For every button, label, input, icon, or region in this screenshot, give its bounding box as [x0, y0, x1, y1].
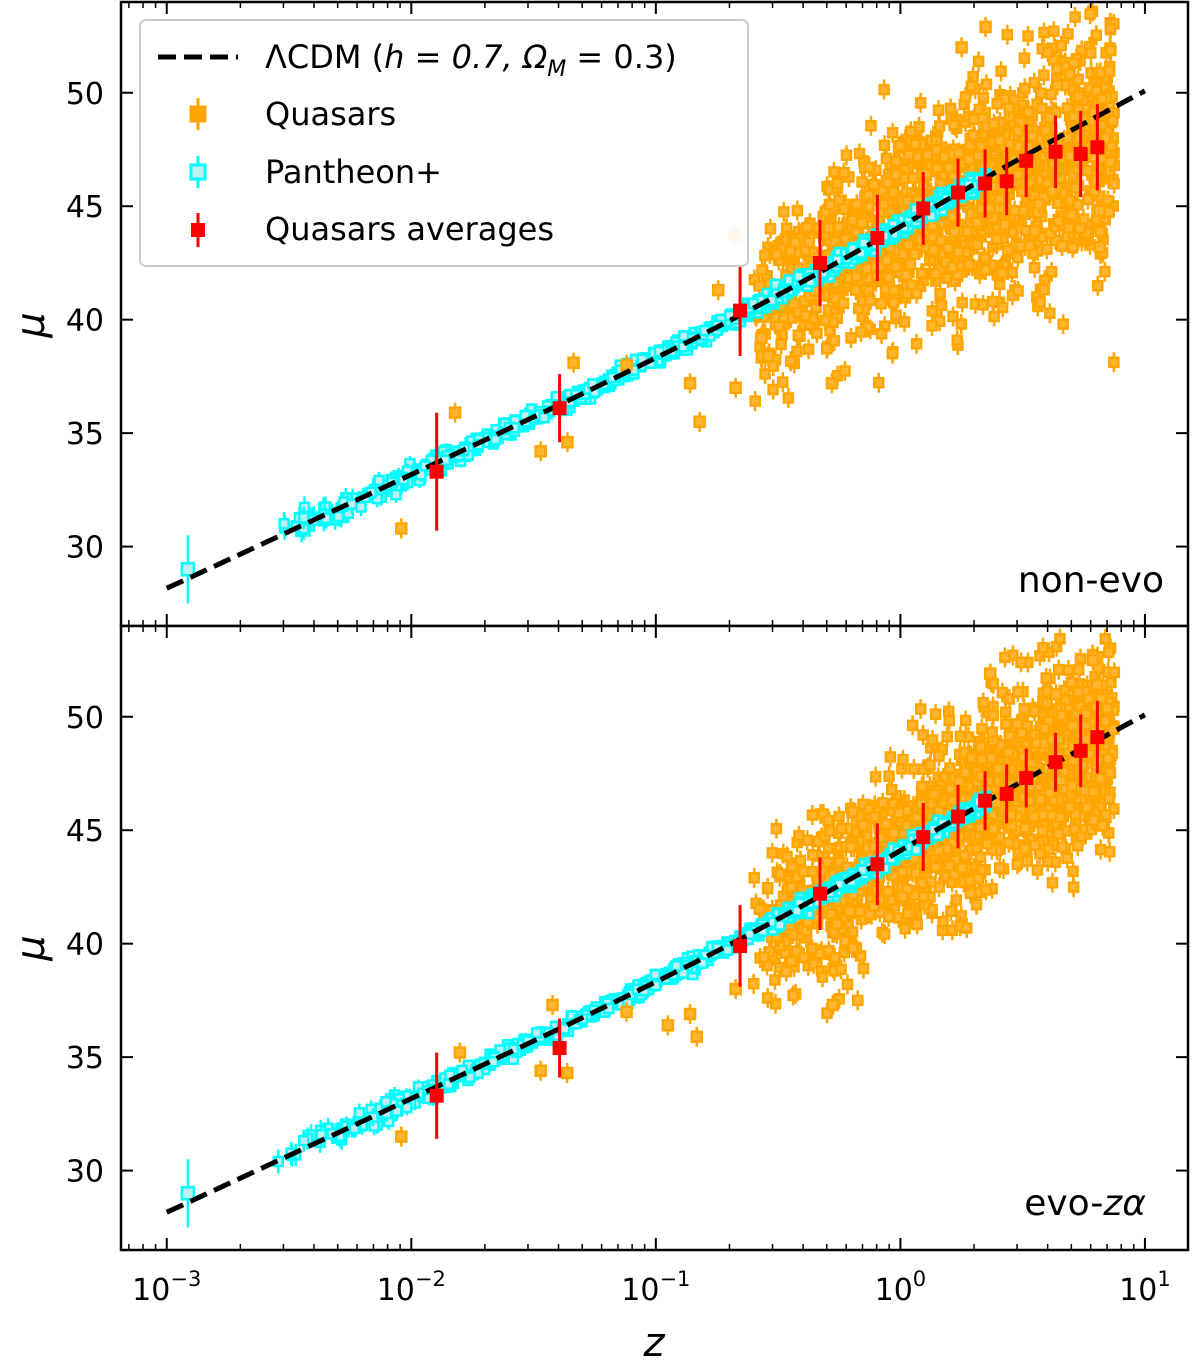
y-tick-label: 50	[66, 77, 104, 112]
quasar-point	[802, 339, 815, 360]
y-tick-label: 35	[66, 417, 104, 452]
quasar-point	[776, 372, 789, 393]
quasar-point	[791, 200, 804, 221]
y-tick-label: 40	[66, 928, 104, 963]
panel-label-evo-z-alpha: evo-zα	[1024, 1183, 1146, 1224]
quasar-point	[856, 172, 868, 193]
y-tick-label: 30	[66, 531, 104, 566]
quasar-point	[956, 292, 968, 313]
quasar-point	[965, 76, 978, 97]
quasar-point	[1099, 261, 1111, 282]
quasar-point	[1034, 83, 1047, 104]
pantheon-point	[910, 843, 923, 856]
panel-bottom: 30 35 40 45 50 10−3 10−2 10−1 100 101 evo-zα μ z	[8, 624, 1190, 1366]
quasar-point	[1028, 257, 1041, 278]
legend-label-quasars: Quasars	[265, 95, 396, 133]
y-axis-label-top: μ	[8, 312, 54, 338]
quasar-point	[910, 333, 923, 354]
quasar-point	[872, 372, 885, 393]
quasar-point	[1022, 26, 1034, 47]
pantheon-point	[538, 411, 550, 424]
x-tick-label: 10−1	[621, 1267, 690, 1308]
x-tick-label: 100	[875, 1267, 927, 1308]
quasar-point	[995, 61, 1007, 82]
quasar-point	[1038, 65, 1050, 86]
quasar-point	[767, 379, 779, 400]
y-tick-label: 50	[66, 701, 104, 736]
quasar-point	[759, 363, 771, 384]
quasar-point	[955, 314, 968, 335]
legend-label-lcdm: ΛCDM (h = 0.7, ΩM = 0.3)	[265, 38, 677, 82]
quasar-point	[1048, 21, 1060, 42]
x-tick-label: 10−3	[132, 1267, 201, 1308]
x-tick-label: 10−2	[377, 1267, 446, 1308]
quasar-point	[764, 218, 777, 239]
quasar-point	[1090, 25, 1103, 46]
pantheon-point	[670, 960, 683, 973]
x-axis-label: z	[643, 1320, 666, 1366]
quasar-point	[914, 92, 927, 113]
y-tick-label: 45	[66, 190, 104, 225]
legend-label-averages: Quasars averages	[265, 210, 554, 248]
quasar-point	[890, 305, 902, 326]
quasar-point	[749, 391, 761, 412]
x-tick-label: 101	[1119, 1267, 1171, 1308]
pantheon-point	[649, 968, 662, 981]
pantheon-point	[721, 944, 734, 957]
quasar-point	[926, 315, 938, 336]
y-tick-label: 40	[66, 304, 104, 339]
y-tick-label: 30	[66, 1155, 104, 1190]
quasar-point	[1045, 261, 1058, 282]
panel-label-non-evo: non-evo	[1018, 560, 1164, 601]
y-tick-label: 45	[66, 814, 104, 849]
quasar-point	[863, 157, 876, 178]
y-tick-label: 35	[66, 1041, 104, 1076]
legend: ΛCDM (h = 0.7, ΩM = 0.3) Quasars Pantheo…	[139, 19, 749, 267]
quasar-point	[951, 330, 964, 351]
y-axis-label-bottom: μ	[8, 935, 54, 961]
legend-label-pantheon: Pantheon+	[265, 153, 442, 191]
quasar-point	[1057, 314, 1069, 335]
quasar-point	[845, 327, 857, 348]
quasar-point	[840, 145, 853, 166]
quasar-point	[1018, 48, 1031, 69]
quasar-point	[1044, 303, 1056, 324]
quasar-point	[898, 311, 911, 332]
quasar-point	[1045, 84, 1057, 105]
quasar-point	[947, 306, 959, 327]
